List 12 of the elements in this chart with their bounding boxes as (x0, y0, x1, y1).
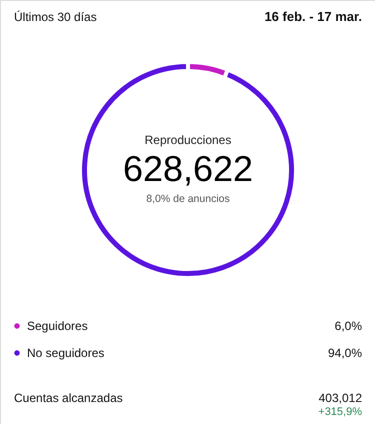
text: 16 feb. - 17 mar. (264, 9, 362, 24)
legend-label: No seguidores (27, 346, 104, 360)
text: Reproducciones (144, 133, 232, 147)
text: 403,012 (318, 391, 362, 405)
data-label: 94,0% (328, 346, 362, 360)
data-label: 6,0% (334, 319, 362, 333)
text: 628,622 (122, 148, 254, 189)
text: Últimos 30 días (14, 10, 97, 24)
text: 8,0% de anuncios (146, 193, 230, 205)
text: +315,9% (318, 406, 362, 418)
text: Cuentas alcanzadas (14, 391, 123, 405)
legend-label: Seguidores (27, 319, 88, 333)
